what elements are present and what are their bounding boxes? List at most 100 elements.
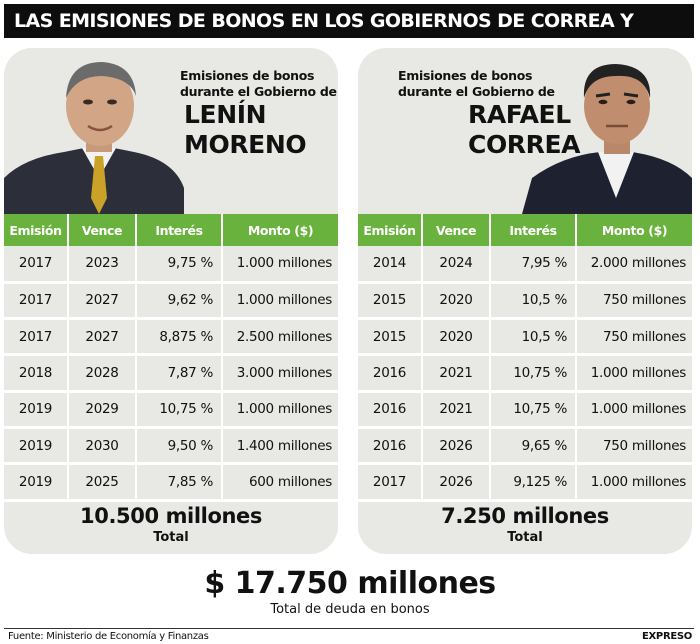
- moreno-panel: Emisiones de bonos durante el Gobierno d…: [4, 48, 338, 554]
- grand-total-label: Total de deuda en bonos: [270, 602, 430, 617]
- maturity-year-cell: 2029: [68, 391, 137, 429]
- amount-cell: 2.000 millones: [576, 246, 692, 284]
- amount-cell: 750 millones: [576, 427, 692, 466]
- page-title: LAS EMISIONES DE BONOS EN LOS GOBIERNOS …: [4, 4, 694, 66]
- amount-cell: 3.000 millones: [222, 354, 338, 393]
- correa-panel: Emisiones de bonos durante el Gobierno d…: [358, 48, 692, 554]
- president-name: LENÍN: [184, 100, 267, 129]
- table-row: 2017 2027 8,875 % 2.500 millones: [4, 318, 338, 357]
- emission-year-cell: 2015: [358, 282, 423, 321]
- column-header: Interés: [136, 214, 223, 246]
- interest-rate-cell: 8,875 %: [136, 318, 223, 357]
- interest-rate-cell: 10,75 %: [490, 354, 577, 393]
- emission-year-cell: 2019: [4, 427, 69, 466]
- table-header-row: Emisión Vence Interés Monto ($): [358, 214, 692, 246]
- amount-cell: 1.000 millones: [576, 463, 692, 502]
- emission-year-cell: 2018: [4, 354, 69, 393]
- maturity-year-cell: 2027: [68, 318, 137, 357]
- interest-rate-cell: 9,125 %: [490, 463, 577, 502]
- table-row: 2019 2025 7,85 % 600 millones: [4, 463, 338, 502]
- president-name: RAFAEL: [468, 100, 571, 129]
- amount-cell: 1.000 millones: [222, 246, 338, 284]
- brand-logo: EXPRESO: [641, 631, 692, 642]
- emission-year-cell: 2016: [358, 354, 423, 393]
- interest-rate-cell: 9,62 %: [136, 282, 223, 321]
- amount-cell: 750 millones: [576, 282, 692, 321]
- president-name: CORREA: [468, 130, 581, 159]
- emission-year-cell: 2015: [358, 318, 423, 357]
- emission-year-cell: 2017: [358, 463, 423, 502]
- correa-table-body: 2014 2024 7,95 % 2.000 millones 2015 2020 10,5…: [358, 246, 692, 502]
- table-row: 2016 2021 10,75 % 1.000 millones: [358, 354, 692, 393]
- emission-year-cell: 2016: [358, 391, 423, 429]
- emission-year-cell: 2017: [4, 246, 69, 284]
- amount-cell: 750 millones: [576, 318, 692, 357]
- amount-cell: 1.000 millones: [576, 391, 692, 429]
- column-header: Emisión: [358, 214, 423, 246]
- column-header: Vence: [422, 214, 491, 246]
- amount-cell: 2.500 millones: [222, 318, 338, 357]
- column-header: Vence: [68, 214, 137, 246]
- source-note: Fuente: Ministerio de Economía y Finanza…: [8, 631, 209, 642]
- table-row: 2019 2029 10,75 % 1.000 millones: [4, 391, 338, 429]
- total-value: 10.500 millones: [80, 504, 262, 528]
- total-label: Total: [153, 530, 189, 545]
- amount-cell: 1.000 millones: [222, 282, 338, 321]
- emission-year-cell: 2017: [4, 318, 69, 357]
- correa-caption: Emisiones de bonos durante el Gobierno d…: [398, 68, 581, 160]
- moreno-table-body: 2017 2023 9,75 % 1.000 millones 2017 2027 9,62…: [4, 246, 338, 502]
- column-header: Monto ($): [576, 214, 692, 246]
- column-header: Interés: [490, 214, 577, 246]
- moreno-bonds-table: Emisión Vence Interés Monto ($) 2017 2023…: [4, 214, 338, 502]
- caption-line: durante el Gobierno de: [398, 84, 555, 99]
- table-row: 2018 2028 7,87 % 3.000 millones: [4, 354, 338, 393]
- moreno-total: 10.500 millones Total: [4, 504, 338, 546]
- emission-year-cell: 2014: [358, 246, 423, 284]
- table-row: 2017 2026 9,125 % 1.000 millones: [358, 463, 692, 502]
- table-row: 2017 2027 9,62 % 1.000 millones: [4, 282, 338, 321]
- maturity-year-cell: 2021: [422, 354, 491, 393]
- table-row: 2016 2021 10,75 % 1.000 millones: [358, 391, 692, 429]
- amount-cell: 1.400 millones: [222, 427, 338, 466]
- maturity-year-cell: 2020: [422, 282, 491, 321]
- grand-total: $ 17.750 millones Total de deuda en bono…: [0, 566, 700, 618]
- maturity-year-cell: 2026: [422, 427, 491, 466]
- maturity-year-cell: 2027: [68, 282, 137, 321]
- table-header-row: Emisión Vence Interés Monto ($): [4, 214, 338, 246]
- table-row: 2015 2020 10,5 % 750 millones: [358, 318, 692, 357]
- table-row: 2019 2030 9,50 % 1.400 millones: [4, 427, 338, 466]
- column-header: Emisión: [4, 214, 69, 246]
- maturity-year-cell: 2025: [68, 463, 137, 502]
- interest-rate-cell: 7,95 %: [490, 246, 577, 284]
- emission-year-cell: 2017: [4, 282, 69, 321]
- column-header: Monto ($): [222, 214, 338, 246]
- maturity-year-cell: 2030: [68, 427, 137, 466]
- table-row: 2014 2024 7,95 % 2.000 millones: [358, 246, 692, 284]
- amount-cell: 600 millones: [222, 463, 338, 502]
- amount-cell: 1.000 millones: [576, 354, 692, 393]
- maturity-year-cell: 2028: [68, 354, 137, 393]
- caption-line: durante el Gobierno de: [180, 84, 337, 99]
- table-row: 2015 2020 10,5 % 750 millones: [358, 282, 692, 321]
- grand-total-value: $ 17.750 millones: [204, 566, 496, 601]
- caption-line: Emisiones de bonos: [398, 68, 533, 83]
- emission-year-cell: 2016: [358, 427, 423, 466]
- amount-cell: 1.000 millones: [222, 391, 338, 429]
- interest-rate-cell: 10,75 %: [136, 391, 223, 429]
- table-row: 2017 2023 9,75 % 1.000 millones: [4, 246, 338, 284]
- table-row: 2016 2026 9,65 % 750 millones: [358, 427, 692, 466]
- maturity-year-cell: 2021: [422, 391, 491, 429]
- interest-rate-cell: 9,75 %: [136, 246, 223, 284]
- maturity-year-cell: 2020: [422, 318, 491, 357]
- interest-rate-cell: 7,85 %: [136, 463, 223, 502]
- moreno-portrait: [4, 48, 184, 214]
- emission-year-cell: 2019: [4, 391, 69, 429]
- president-name: MORENO: [184, 130, 307, 159]
- correa-total: 7.250 millones Total: [358, 504, 692, 546]
- correa-portrait: [512, 48, 692, 214]
- footer-divider: [4, 628, 694, 629]
- total-label: Total: [507, 530, 543, 545]
- moreno-caption: Emisiones de bonos durante el Gobierno d…: [180, 68, 337, 160]
- maturity-year-cell: 2024: [422, 246, 491, 284]
- caption-line: Emisiones de bonos: [180, 68, 315, 83]
